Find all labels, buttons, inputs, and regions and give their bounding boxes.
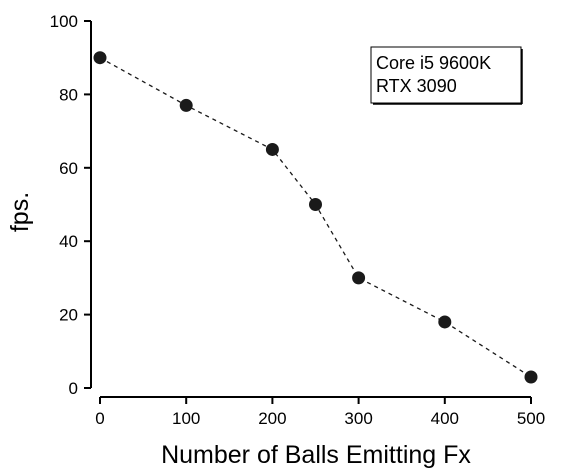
x-tick-label: 300	[344, 409, 372, 428]
x-tick-label: 500	[517, 409, 545, 428]
y-tick-label: 20	[59, 306, 78, 325]
y-tick-label: 100	[50, 12, 78, 31]
x-tick-label: 400	[431, 409, 459, 428]
data-point	[266, 143, 279, 156]
x-axis-title: Number of Balls Emitting Fx	[161, 441, 471, 469]
annotation-line: RTX 3090	[376, 76, 457, 96]
data-point	[525, 370, 538, 383]
data-point	[180, 99, 193, 112]
annotation-box: Core i5 9600K RTX 3090	[371, 47, 522, 104]
data-point	[309, 198, 322, 211]
y-axis: 0 20 40 60 80 100	[50, 12, 91, 398]
data-point	[94, 51, 107, 64]
y-tick-label: 40	[59, 232, 78, 251]
y-axis-title: fps.	[6, 192, 34, 232]
y-tick-label: 0	[69, 379, 78, 398]
x-axis: 0 100 200 300 400 500	[95, 397, 545, 428]
annotation-line: Core i5 9600K	[376, 53, 491, 73]
y-tick-label: 80	[59, 85, 78, 104]
y-tick-label: 60	[59, 159, 78, 178]
x-tick-label: 100	[172, 409, 200, 428]
data-point	[352, 271, 365, 284]
data-point	[438, 315, 451, 328]
x-tick-label: 200	[258, 409, 286, 428]
x-tick-label: 0	[95, 409, 104, 428]
series-line	[100, 58, 531, 377]
